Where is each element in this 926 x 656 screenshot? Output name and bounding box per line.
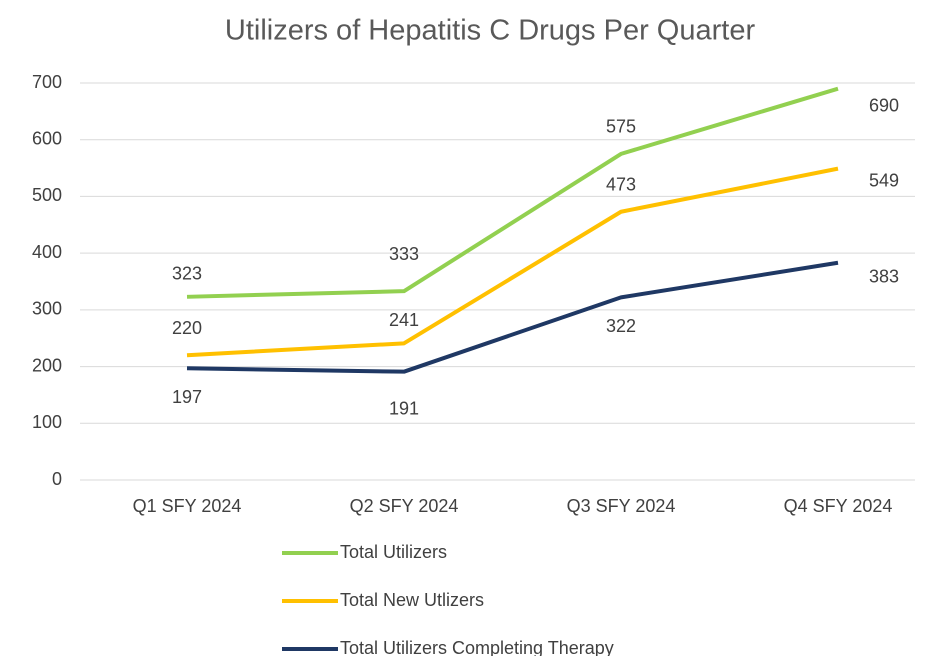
x-tick-label: Q2 SFY 2024 bbox=[350, 496, 459, 516]
data-label: 383 bbox=[869, 267, 899, 287]
chart-title: Utilizers of Hepatitis C Drugs Per Quart… bbox=[225, 15, 756, 47]
data-label: 690 bbox=[869, 95, 899, 115]
y-tick-label: 500 bbox=[32, 185, 62, 205]
y-tick-label: 400 bbox=[32, 242, 62, 262]
series-line bbox=[186, 260, 839, 374]
y-tick-label: 300 bbox=[32, 299, 62, 319]
data-label: 323 bbox=[172, 264, 202, 284]
data-label: 220 bbox=[172, 318, 202, 338]
series-line bbox=[186, 86, 839, 299]
x-tick-label: Q3 SFY 2024 bbox=[567, 496, 676, 516]
data-label: 241 bbox=[389, 310, 419, 330]
y-tick-label: 100 bbox=[32, 412, 62, 432]
y-tick-label: 700 bbox=[32, 72, 62, 92]
y-tick-label: 0 bbox=[52, 469, 62, 489]
x-tick-label: Q1 SFY 2024 bbox=[133, 496, 242, 516]
data-label: 191 bbox=[389, 398, 419, 418]
y-tick-label: 200 bbox=[32, 355, 62, 375]
legend-label: Total Utilizers Completing Therapy bbox=[340, 638, 614, 656]
legend-label: Total Utilizers bbox=[340, 542, 447, 562]
data-label: 322 bbox=[606, 316, 636, 336]
legend-label: Total New Utlizers bbox=[340, 590, 484, 610]
data-label: 575 bbox=[606, 117, 636, 137]
x-tick-label: Q4 SFY 2024 bbox=[784, 496, 893, 516]
data-label: 549 bbox=[869, 170, 899, 190]
data-label: 197 bbox=[172, 387, 202, 407]
series-line bbox=[186, 166, 839, 358]
y-tick-label: 600 bbox=[32, 128, 62, 148]
data-label: 473 bbox=[606, 174, 636, 194]
data-label: 333 bbox=[389, 244, 419, 264]
